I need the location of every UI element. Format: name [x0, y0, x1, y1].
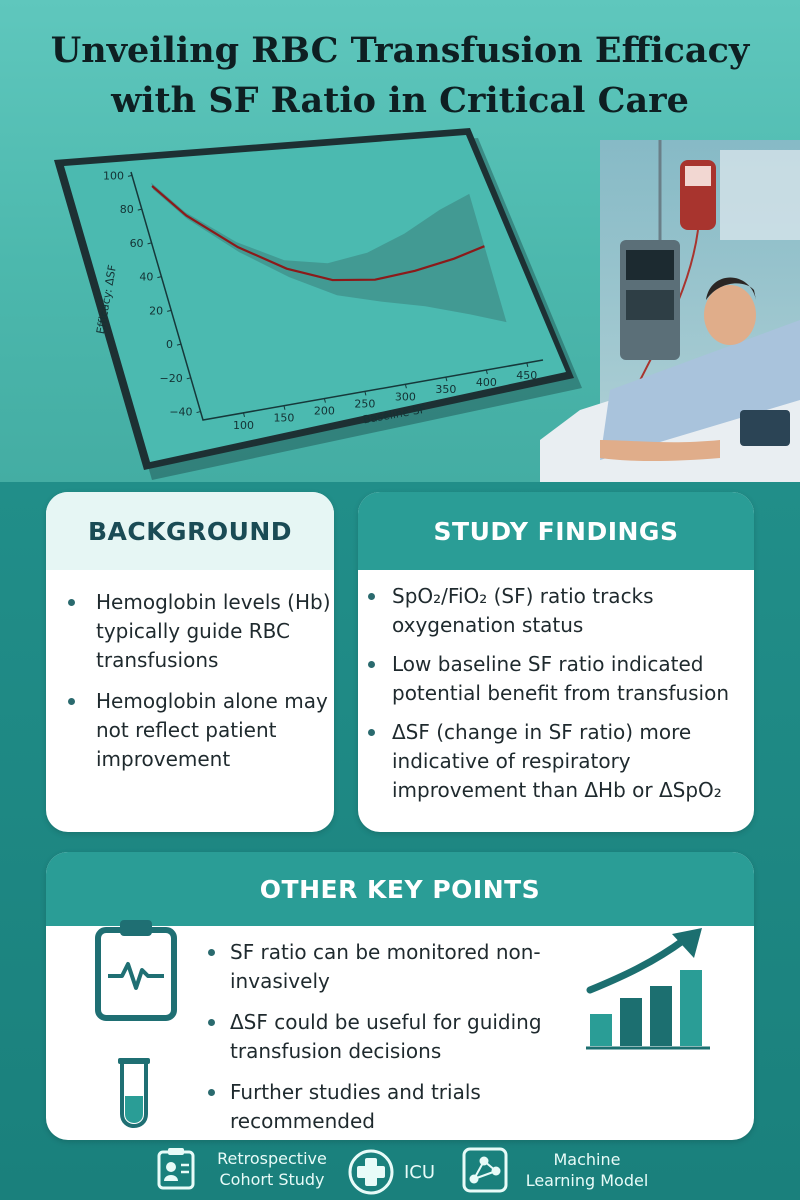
title-line-2: with SF Ratio in Critical Care: [111, 80, 689, 121]
patient-illustration: [540, 140, 800, 482]
efficacy-curve: [151, 185, 485, 282]
x-tick: [242, 412, 245, 417]
y-tick-label: 80: [120, 203, 134, 216]
clipboard-heartbeat-icon: [95, 920, 177, 1021]
clipboard-person-icon: [157, 1148, 195, 1190]
footer-label: Retrospective Cohort Study: [217, 1149, 327, 1189]
bullet-icon: [68, 698, 75, 705]
y-tick-label: −40: [169, 406, 192, 419]
bullet-icon: [208, 1019, 215, 1026]
other-heading: OTHER KEY POINTS: [46, 852, 754, 926]
x-tick-label: 300: [395, 390, 416, 403]
other-item: ΔSF could be useful for guiding transfus…: [206, 1008, 586, 1066]
other-list: SF ratio can be monitored non-invasively…: [206, 938, 586, 1140]
bullet-icon: [368, 661, 375, 668]
medical-cross-icon: [348, 1149, 394, 1195]
y-tick: [147, 242, 152, 245]
other-key-points-card: OTHER KEY POINTS SF ratio can be monitor…: [46, 852, 754, 1140]
bullet-icon: [368, 593, 375, 600]
y-tick-label: 0: [166, 338, 173, 351]
confidence-band: [151, 182, 507, 323]
y-tick-label: 20: [149, 304, 163, 317]
y-tick: [176, 343, 182, 346]
footer-item-cohort: Retrospective Cohort Study: [156, 1147, 334, 1191]
study-findings-card: STUDY FINDINGS SpO₂/FiO₂ (SF) ratio trac…: [358, 492, 754, 832]
findings-item: ΔSF (change in SF ratio) more indicative…: [358, 718, 754, 805]
hero-section: Unveiling RBC Transfusion Efficacy with …: [0, 0, 800, 482]
x-tick-label: 350: [435, 383, 456, 396]
x-tick-label: 100: [233, 419, 254, 432]
bullet-icon: [208, 1089, 215, 1096]
y-tick-label: 60: [130, 237, 144, 250]
x-tick: [485, 369, 488, 375]
y-tick: [196, 411, 201, 414]
y-tick: [137, 208, 142, 211]
x-tick-label: 200: [314, 405, 335, 418]
y-tick: [167, 309, 172, 312]
x-tick: [283, 405, 286, 410]
network-icon: [462, 1147, 508, 1193]
efficacy-chart: 100150200250300350400450100806040200−20−…: [54, 128, 582, 480]
y-tick-label: 40: [139, 271, 153, 284]
bullet-icon: [368, 729, 375, 736]
bullet-icon: [68, 599, 75, 606]
background-item: Hemoglobin alone may not reflect patient…: [46, 687, 334, 774]
x-tick: [364, 391, 367, 396]
test-tube-icon: [118, 1058, 150, 1128]
y-tick: [127, 174, 133, 177]
x-tick-label: 250: [354, 397, 375, 410]
findings-item: SpO₂/FiO₂ (SF) ratio tracks oxygenation …: [358, 582, 754, 640]
footer-item-ml: Machine Learning Model: [462, 1147, 652, 1193]
bullet-icon: [208, 949, 215, 956]
footer-item-icu: ICU: [346, 1147, 435, 1197]
background-heading: BACKGROUND: [46, 492, 334, 570]
y-tick-label: 100: [103, 169, 124, 182]
x-tick: [445, 377, 448, 382]
x-tick: [526, 362, 529, 367]
findings-heading: STUDY FINDINGS: [358, 492, 754, 570]
background-card: BACKGROUND Hemoglobin levels (Hb) typica…: [46, 492, 334, 832]
growth-bar-chart-icon: [586, 928, 710, 1050]
chart-axes: [130, 171, 544, 421]
x-tick: [323, 398, 326, 403]
footer: Retrospective Cohort Study ICU Machine L…: [0, 1145, 800, 1200]
page-title: Unveiling RBC Transfusion Efficacy with …: [0, 26, 800, 126]
background-item: Hemoglobin levels (Hb) typically guide R…: [46, 588, 334, 675]
x-tick-label: 450: [516, 369, 537, 382]
background-list: Hemoglobin levels (Hb) typically guide R…: [46, 570, 334, 774]
x-tick: [404, 384, 407, 389]
findings-list: SpO₂/FiO₂ (SF) ratio tracks oxygenation …: [358, 570, 754, 805]
title-line-1: Unveiling RBC Transfusion Efficacy: [50, 30, 750, 71]
x-tick-label: 150: [273, 412, 294, 425]
y-tick-label: −20: [160, 372, 183, 385]
other-item: Further studies and trials recommended: [206, 1078, 586, 1136]
findings-item: Low baseline SF ratio indicated potentia…: [358, 650, 754, 708]
x-tick-label: 400: [476, 376, 497, 389]
y-tick: [157, 276, 162, 279]
y-tick: [186, 377, 191, 380]
other-item: SF ratio can be monitored non-invasively: [206, 938, 586, 996]
footer-label: ICU: [404, 1161, 436, 1183]
footer-label: Machine Learning Model: [525, 1150, 649, 1190]
